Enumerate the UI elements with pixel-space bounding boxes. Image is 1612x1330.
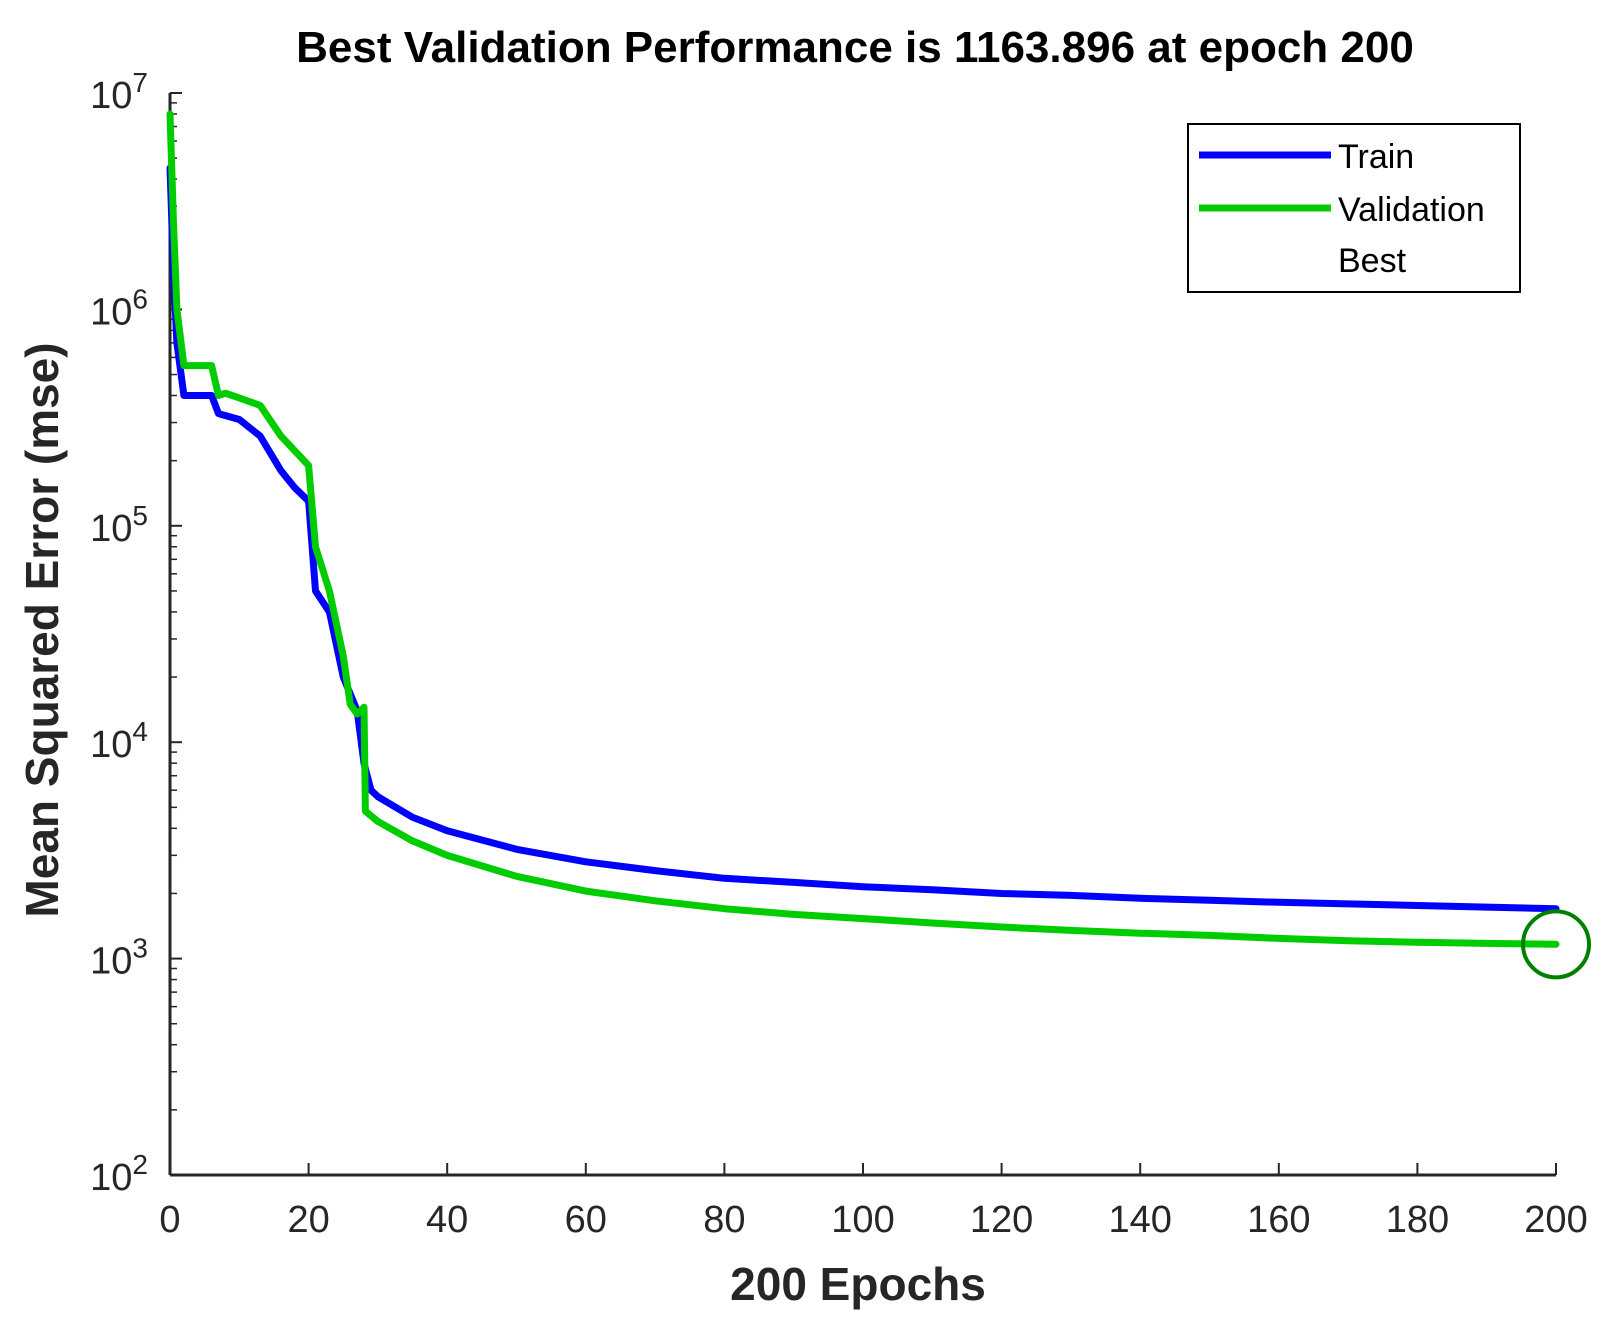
y-axis-label: Mean Squared Error (mse) [16,342,68,917]
x-tick-label: 0 [159,1199,180,1241]
x-tick-label: 40 [426,1199,468,1241]
x-tick-label: 20 [287,1199,329,1241]
y-tick-label: 104 [90,716,148,766]
x-tick-label: 180 [1386,1199,1449,1241]
series-line-validation [166,110,1560,948]
x-tick-label: 120 [970,1199,1033,1241]
x-tick-label: 80 [703,1199,745,1241]
x-tick-label: 200 [1524,1199,1587,1241]
chart-title: Best Validation Performance is 1163.896 … [296,23,1414,72]
y-tick-label: 105 [90,500,148,550]
legend: Train Validation Best [1187,123,1521,293]
y-tick-label: 103 [90,933,148,983]
x-tick-label: 60 [565,1199,607,1241]
best-marker [1521,909,1591,980]
y-axis-ticks: 102 103 104 105 106 107 [90,67,182,1199]
legend-label-validation: Validation [1338,191,1485,229]
y-tick-label: 102 [90,1149,148,1199]
x-axis-ticks: 0 20 40 60 80 100 120 140 160 180 200 [159,1163,1588,1241]
x-tick-label: 100 [831,1199,894,1241]
series-group [166,110,1560,948]
series-line-train [166,164,1560,913]
legend-label-best: Best [1338,242,1407,280]
y-tick-label: 106 [90,283,148,333]
x-tick-label: 140 [1108,1199,1171,1241]
y-tick-label: 107 [90,67,148,117]
x-tick-label: 160 [1247,1199,1310,1241]
x-axis-label: 200 Epochs [730,1258,986,1310]
legend-label-train: Train [1338,138,1414,176]
